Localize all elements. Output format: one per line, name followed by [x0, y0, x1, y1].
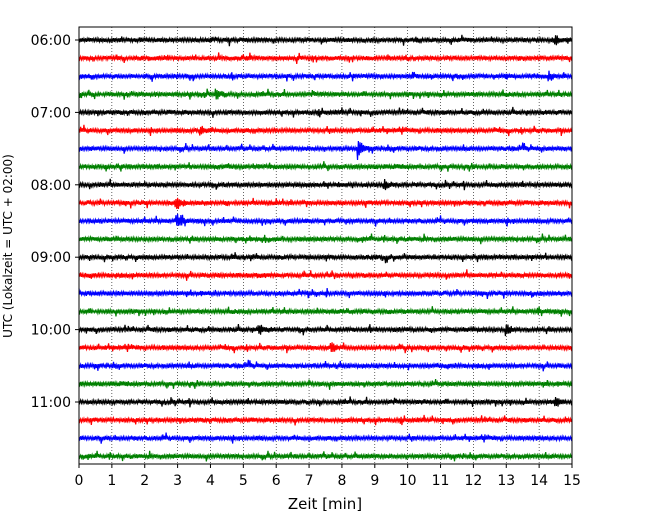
x-axis-label: Zeit [min]: [288, 495, 362, 513]
x-tick-label: 3: [173, 473, 182, 489]
x-tick-label: 9: [370, 473, 379, 489]
x-tick-label: 1: [107, 473, 116, 489]
trace-0915: [78, 269, 573, 281]
trace-0600: [78, 34, 573, 47]
y-axis: 06:00 07:00 08:00 09:00 10:00 11:00: [31, 33, 79, 411]
trace-0630: [78, 70, 573, 82]
trace-0815: [78, 197, 573, 210]
x-tick-label: 15: [563, 473, 581, 489]
trace-0800: [78, 178, 573, 191]
trace-0700: [78, 106, 573, 118]
y-tick-label: 08:00: [31, 178, 71, 194]
trace-0830: [78, 213, 573, 227]
y-tick-label: 06:00: [31, 33, 71, 49]
x-tick-label: 6: [272, 473, 281, 489]
trace-1145: [78, 450, 573, 462]
trace-1115: [78, 414, 573, 426]
trace-0615: [78, 52, 573, 64]
trace-0745: [78, 161, 573, 172]
trace-0930: [78, 287, 573, 300]
y-axis-label: UTC (Lokalzeit = UTC + 02:00): [1, 154, 15, 338]
y-tick-label: 11:00: [31, 395, 71, 411]
trace-1000: [78, 324, 573, 337]
plot-frame: [78, 26, 573, 465]
trace-0900: [78, 252, 573, 264]
trace-1130: [78, 432, 573, 444]
x-tick-label: 11: [432, 473, 450, 489]
trace-group: [78, 34, 573, 462]
x-tick-label: 14: [530, 473, 548, 489]
x-tick-label: 13: [497, 473, 515, 489]
x-tick-label: 12: [464, 473, 482, 489]
trace-1045: [78, 378, 573, 390]
x-tick-label: 10: [399, 473, 417, 489]
trace-1100: [78, 396, 573, 408]
trace-1030: [78, 359, 573, 372]
x-tick-label: 8: [337, 473, 346, 489]
x-tick-label: 5: [239, 473, 248, 489]
trace-1015: [78, 342, 573, 354]
vertical-gridlines: [111, 27, 540, 464]
x-tick-label: 7: [305, 473, 314, 489]
x-tick-label: 0: [75, 473, 84, 489]
x-axis: 0 1 2 3 4 5 6 7 8 9 10 11 12 13 14 15: [75, 464, 581, 489]
y-tick-label: 10:00: [31, 323, 71, 339]
trace-0730: [78, 140, 573, 160]
y-tick-label: 09:00: [31, 250, 71, 266]
x-tick-label: 4: [206, 473, 215, 489]
y-tick-label: 07:00: [31, 105, 71, 121]
trace-0715: [78, 124, 573, 137]
trace-0845: [78, 233, 573, 245]
trace-0645: [78, 88, 573, 100]
trace-0945: [78, 306, 573, 317]
x-tick-label: 2: [140, 473, 149, 489]
